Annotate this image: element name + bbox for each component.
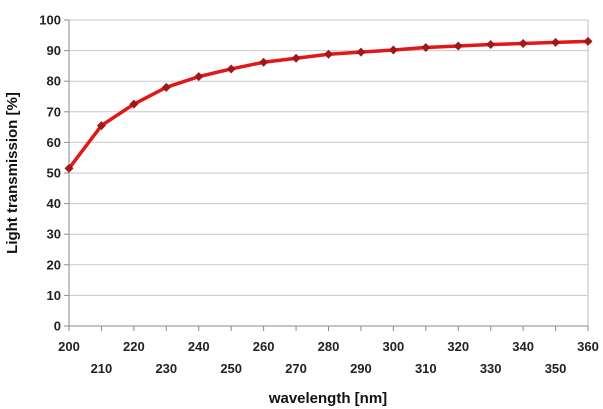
x-tick-label-310: 310: [415, 361, 437, 376]
x-tick-label-220: 220: [123, 339, 145, 354]
y-tick-label-50: 50: [47, 166, 61, 181]
y-tick-label-60: 60: [47, 135, 61, 150]
y-tick-label-70: 70: [47, 104, 61, 119]
data-point-330: [486, 39, 496, 49]
x-tick-label-360: 360: [577, 339, 599, 354]
x-tick-label-210: 210: [91, 361, 113, 376]
data-point-290: [356, 47, 366, 57]
x-tick-label-290: 290: [350, 361, 372, 376]
x-tick-label-260: 260: [253, 339, 275, 354]
y-tick-label-90: 90: [47, 43, 61, 58]
y-tick-label-10: 10: [47, 288, 61, 303]
data-point-310: [421, 43, 431, 53]
x-tick-label-330: 330: [480, 361, 502, 376]
x-tick-label-340: 340: [512, 339, 534, 354]
x-tick-labels: 200 210 220 230 240 250 260 270 280 290 300 310 320 3…: [58, 339, 599, 376]
y-tick-label-100: 100: [39, 13, 61, 28]
y-tick-label-40: 40: [47, 196, 61, 211]
y-tick-labels: 0 10 20 30 40 50 60 70 80 90 100: [39, 13, 61, 334]
data-point-210: [96, 121, 106, 131]
x-tick-label-300: 300: [383, 339, 405, 354]
x-tick-label-280: 280: [318, 339, 340, 354]
x-tick-label-350: 350: [545, 361, 567, 376]
y-tick-label-0: 0: [54, 319, 61, 334]
y-tick-label-80: 80: [47, 74, 61, 89]
data-point-350: [551, 37, 561, 47]
data-point-280: [324, 49, 333, 59]
x-axis-title: wavelength [nm]: [268, 390, 387, 407]
y-tick-label-20: 20: [47, 257, 61, 272]
x-tick-label-230: 230: [155, 361, 177, 376]
axes: [64, 19, 589, 331]
y-axis-title: Light transmission [%]: [4, 92, 21, 254]
data-point-260: [259, 57, 269, 67]
data-point-250: [226, 64, 236, 74]
x-tick-label-240: 240: [188, 339, 210, 354]
data-point-270: [291, 53, 301, 63]
data-point-240: [194, 72, 204, 82]
y-tick-label-30: 30: [47, 227, 61, 242]
x-tick-label-270: 270: [285, 361, 307, 376]
data-point-230: [161, 82, 171, 92]
series-layer: [64, 36, 593, 173]
data-point-200: [64, 163, 74, 173]
data-point-340: [518, 39, 528, 49]
data-point-220: [129, 99, 139, 109]
data-point-300: [388, 45, 398, 55]
data-point-320: [453, 41, 463, 51]
x-tick-label-250: 250: [220, 361, 242, 376]
data-point-360: [583, 36, 593, 46]
x-tick-label-200: 200: [58, 339, 80, 354]
x-tick-label-320: 320: [447, 339, 469, 354]
